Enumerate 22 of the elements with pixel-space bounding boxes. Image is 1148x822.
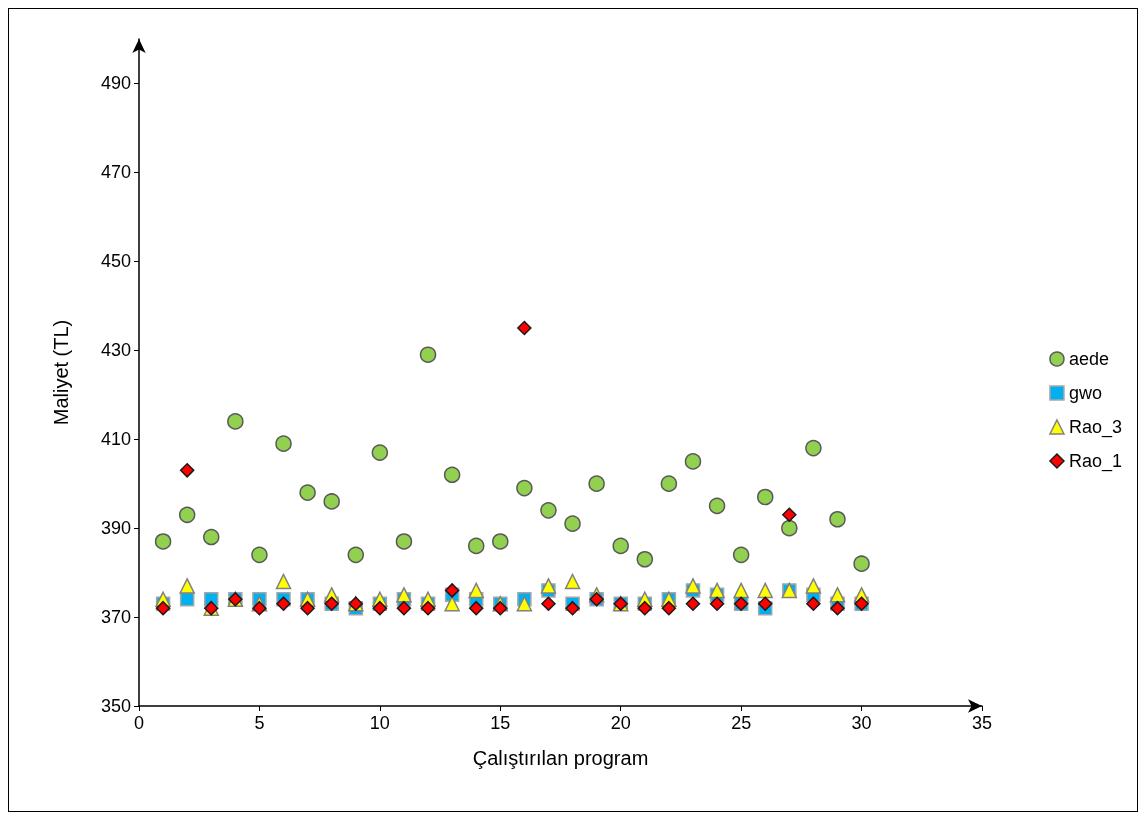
x-tick-label: 35 [971, 713, 993, 733]
x-axis-title: Çalıştırılan program [472, 747, 649, 769]
y-axis-title: Maliyet (TL) [50, 319, 72, 426]
y-tick-label: 370 [100, 607, 131, 628]
y-tick-label: 470 [100, 162, 131, 183]
x-tick-label: 10 [369, 713, 390, 733]
x-tick-label: 5 [254, 713, 265, 733]
legend-label: Rao_3 [1068, 417, 1122, 438]
x-tick-label: 20 [610, 713, 631, 733]
y-tick-label: 450 [100, 251, 131, 272]
legend-label: gwo [1068, 383, 1102, 403]
y-tick-label: 410 [100, 429, 131, 450]
y-tick-label: 390 [100, 518, 131, 539]
x-tick-label: 30 [851, 713, 872, 733]
y-tick-label: 490 [100, 73, 131, 94]
y-tick-label: 350 [100, 696, 131, 716]
legend-label: aede [1068, 349, 1109, 369]
x-tick-label: 0 [133, 713, 145, 733]
y-tick-label: 430 [100, 340, 131, 361]
legend-label: Rao_1 [1068, 451, 1122, 472]
x-tick-label: 25 [731, 713, 752, 733]
x-tick-label: 15 [490, 713, 511, 733]
